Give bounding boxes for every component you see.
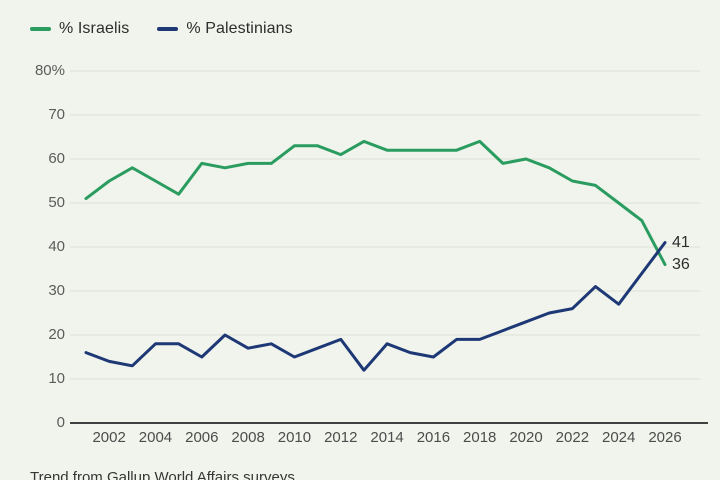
x-tick-label: 2014 xyxy=(370,429,404,446)
x-tick-label: 2016 xyxy=(416,429,451,446)
palestinians-end-value-label: 41 xyxy=(672,233,690,251)
israelis-end-value-label: 36 xyxy=(672,255,690,273)
x-tick-label: 2024 xyxy=(601,429,636,446)
legend-label-israelis: % Israelis xyxy=(59,20,130,37)
y-tick-label: 10 xyxy=(48,370,65,387)
palestinians-line-swatch-icon xyxy=(157,27,179,31)
y-tick-label: 80% xyxy=(34,62,65,79)
legend-item-israelis: % Israelis xyxy=(30,20,129,38)
gridlines xyxy=(70,70,700,380)
y-tick-label: 40 xyxy=(48,238,65,255)
x-tick-label: 2026 xyxy=(648,429,682,446)
y-tick-label: 30 xyxy=(48,282,65,299)
x-tick-label: 2012 xyxy=(324,429,358,446)
x-tick-label: 2004 xyxy=(138,429,173,446)
x-tick-label: 2006 xyxy=(185,429,219,446)
israelis-line-swatch-icon xyxy=(30,27,51,31)
source-caption: Trend from Gallup World Affairs surveys xyxy=(30,469,295,480)
israelis-line xyxy=(84,139,667,267)
y-tick-label: 20 xyxy=(48,326,65,343)
x-tick-label: 2010 xyxy=(277,429,312,446)
y-tick-label: 50 xyxy=(48,194,65,211)
x-tick-label: 2018 xyxy=(463,429,497,446)
x-tick-label: 2008 xyxy=(231,429,265,446)
y-tick-label: 0 xyxy=(56,414,65,431)
legend-label-palestinians: % Palestinians xyxy=(186,20,293,37)
x-tick-label: 2022 xyxy=(555,429,590,446)
x-tick-label: 2002 xyxy=(92,429,126,446)
y-tick-label: 70 xyxy=(48,106,65,123)
palestinians-line xyxy=(84,241,667,372)
chart-legend: % Israelis % Palestinians xyxy=(30,20,293,38)
y-tick-label: 60 xyxy=(48,150,65,167)
legend-item-palestinians: % Palestinians xyxy=(157,20,293,38)
x-tick-label: 2020 xyxy=(509,429,543,446)
